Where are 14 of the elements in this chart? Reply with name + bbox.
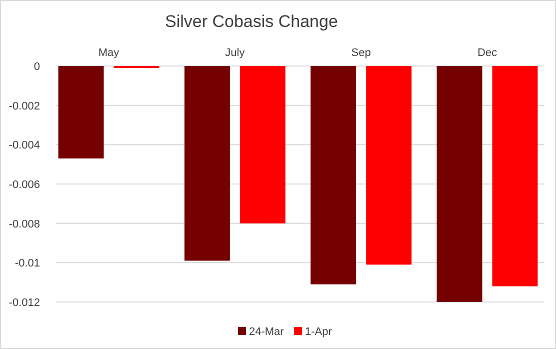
y-tick-label: -0.004: [8, 140, 40, 152]
y-tick-label: -0.008: [8, 218, 40, 230]
x-tick-label: July: [225, 47, 246, 59]
y-tick-label: -0.012: [8, 297, 40, 309]
y-tick-label: 0: [34, 61, 40, 73]
chart-title: Silver Cobasis Change: [165, 12, 338, 31]
x-tick-label: Sep: [351, 47, 371, 59]
y-tick-label: -0.01: [14, 258, 40, 270]
legend-label: 24-Mar: [249, 326, 284, 338]
x-tick-label: May: [98, 47, 120, 59]
y-tick-label: -0.002: [8, 100, 40, 112]
y-tick-label: -0.006: [8, 179, 40, 191]
x-tick-label: Dec: [477, 47, 498, 59]
legend-label: 1-Apr: [305, 326, 332, 338]
